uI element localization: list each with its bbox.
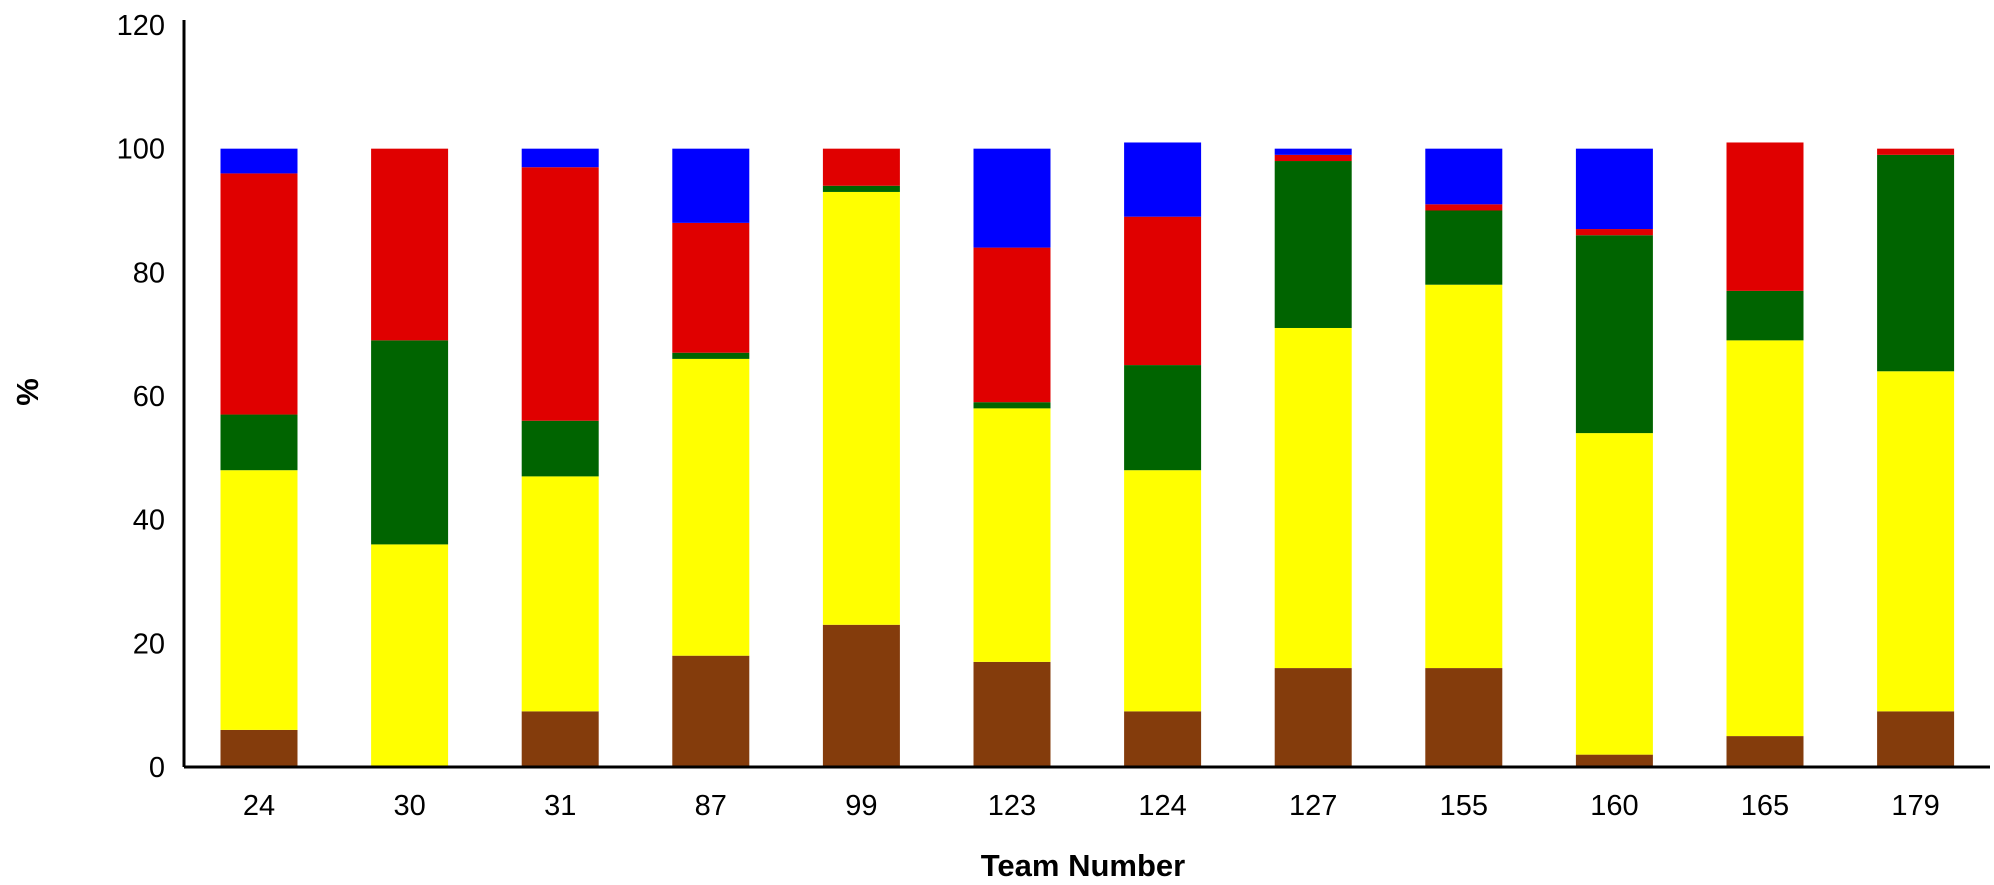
bar-segment (1575, 148, 1653, 230)
bar-segment (1877, 711, 1955, 767)
bar-segment (973, 408, 1051, 662)
bar-segment (220, 414, 298, 471)
y-axis-title: % (10, 378, 45, 406)
bar-segment (1124, 216, 1202, 366)
y-tick-label: 80 (133, 257, 165, 289)
bar-segment (822, 624, 900, 767)
bar-segment (1575, 229, 1653, 236)
bar-segment (1726, 290, 1804, 341)
x-tick-label: 124 (1138, 790, 1186, 822)
bar-segment (973, 661, 1051, 767)
x-axis-title: Team Number (981, 848, 1185, 880)
bar-segment (1425, 204, 1503, 211)
bar-segment (371, 148, 449, 341)
bar-segment (1274, 327, 1352, 669)
bar-segment (822, 148, 900, 186)
x-tick-label: 99 (845, 790, 877, 822)
bar-segment (220, 729, 298, 767)
bar-segment (1274, 148, 1352, 155)
bar-segment (371, 340, 449, 545)
y-tick-labels: 0 20 40 60 80 100 120 (117, 10, 165, 784)
x-tick-label: 87 (695, 790, 727, 822)
x-tick-label: 155 (1440, 790, 1488, 822)
bar-segment (672, 148, 750, 223)
x-tick-label: 165 (1741, 790, 1789, 822)
x-tick-labels: 24 30 31 87 99 123 124 127 155 160 165 179 (243, 790, 1940, 822)
bar-segment (672, 222, 750, 353)
bar-segment (973, 148, 1051, 248)
bar-segment (973, 402, 1051, 409)
y-tick-label: 0 (149, 752, 165, 784)
bar-segment (1124, 711, 1202, 767)
bar-segment (672, 352, 750, 359)
bar-segment (1274, 668, 1352, 767)
y-tick-label: 60 (133, 381, 165, 413)
bar-segment (973, 247, 1051, 403)
y-tick-label: 40 (133, 505, 165, 537)
y-tick-label: 20 (133, 628, 165, 660)
bar-segment (1425, 148, 1503, 205)
bar-segment (1726, 736, 1804, 767)
bar-segment (220, 470, 298, 730)
bar-segment (1274, 154, 1352, 162)
x-tick-label: 160 (1590, 790, 1638, 822)
bar-segment (220, 173, 298, 415)
bar-segment (521, 476, 599, 712)
y-tick-label: 120 (117, 10, 165, 42)
bars-group (220, 142, 1955, 767)
bar-segment (1425, 668, 1503, 767)
y-tick-label: 100 (117, 134, 165, 166)
bar-segment (672, 358, 750, 656)
x-tick-label: 31 (544, 790, 576, 822)
bar-segment (521, 420, 599, 477)
bar-segment (521, 148, 599, 168)
bar-segment (220, 148, 298, 174)
bar-segment (1425, 284, 1503, 669)
bar-segment (1575, 754, 1653, 767)
bar-segment (1425, 210, 1503, 285)
bar-segment (1877, 148, 1955, 155)
bar-segment (521, 167, 599, 421)
bar-segment (1124, 470, 1202, 712)
bar-segment (672, 655, 750, 767)
bar-segment (1726, 142, 1804, 291)
bar-segment (1726, 340, 1804, 737)
x-tick-label: 127 (1289, 790, 1337, 822)
bar-segment (1575, 433, 1653, 755)
x-tick-label: 30 (393, 790, 425, 822)
bar-segment (1124, 365, 1202, 471)
bar-segment (822, 185, 900, 192)
bar-segment (371, 544, 449, 767)
bar-segment (1124, 142, 1202, 217)
bar-segment (521, 711, 599, 767)
bar-segment (1877, 371, 1955, 712)
x-tick-label: 123 (988, 790, 1036, 822)
bar-segment (1575, 235, 1653, 434)
bar-segment (822, 191, 900, 625)
x-tick-label: 179 (1891, 790, 1939, 822)
bar-segment (1877, 154, 1955, 372)
x-tick-label: 24 (243, 790, 275, 822)
bar-segment (1274, 161, 1352, 328)
